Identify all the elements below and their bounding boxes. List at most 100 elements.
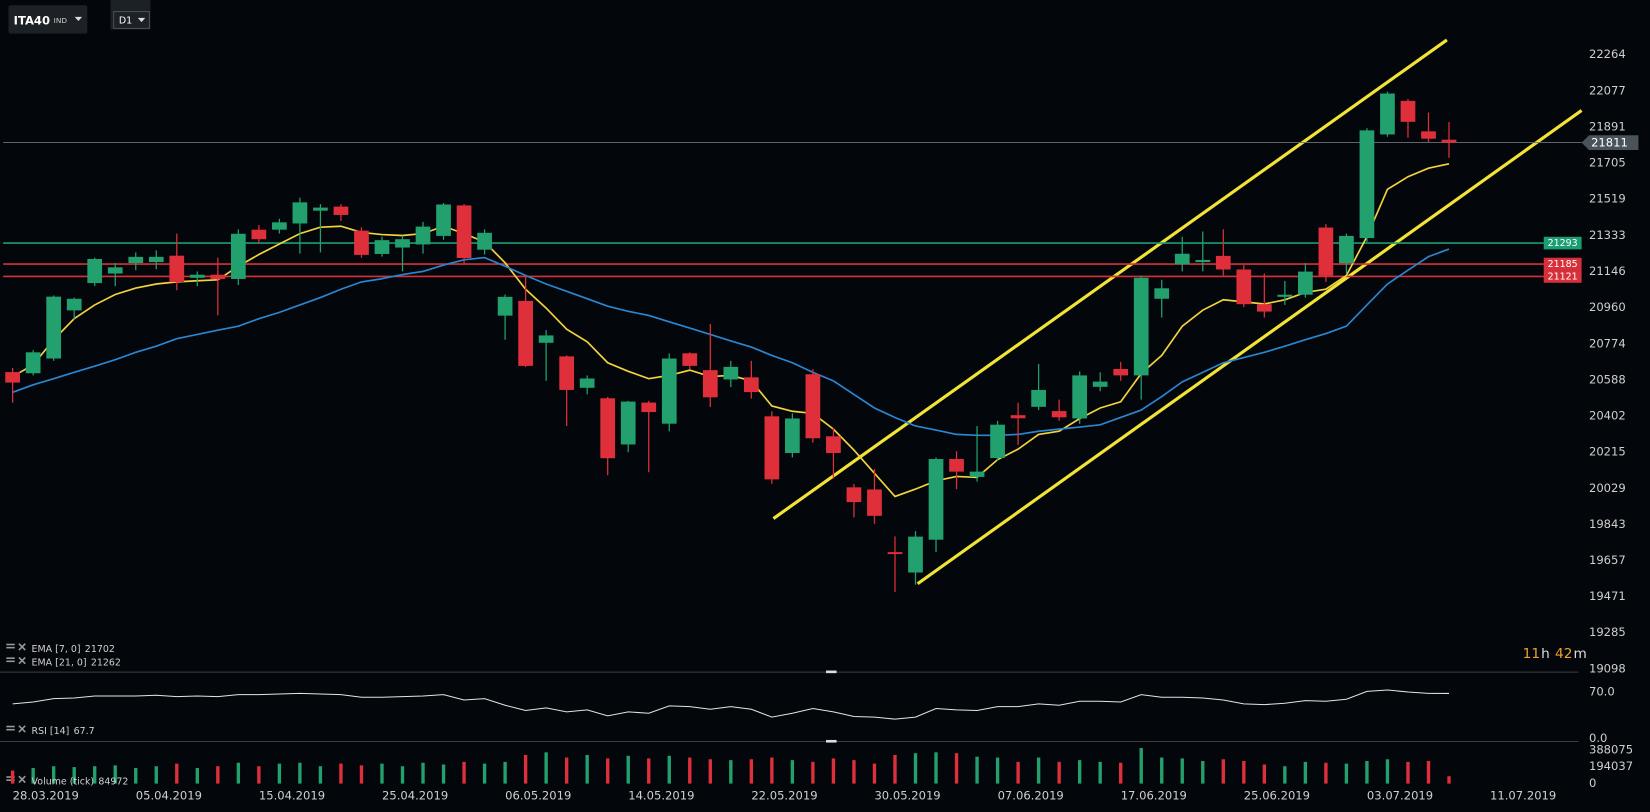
- volume-bar: [1160, 757, 1164, 784]
- candle-body: [867, 489, 882, 516]
- market: IND: [54, 16, 68, 25]
- symbol-selector[interactable]: [8, 5, 88, 34]
- volume-bar: [688, 757, 692, 784]
- y-tick-label: 20774: [1589, 336, 1626, 350]
- candle-body: [518, 300, 533, 366]
- candle-body: [1277, 294, 1293, 297]
- volume-bar: [749, 759, 754, 784]
- candle-body: [374, 240, 390, 254]
- timeframe-box[interactable]: [113, 11, 150, 29]
- candle-body: [579, 378, 595, 388]
- volume-bar: [236, 762, 241, 784]
- volume-bar: [277, 763, 282, 784]
- x-tick-label: 05.04.2019: [136, 789, 202, 803]
- level-label-box: [1543, 270, 1582, 283]
- volume-bar: [154, 766, 158, 784]
- candle-body: [641, 402, 657, 413]
- timeframe-selector[interactable]: [110, 0, 151, 30]
- countdown-minutes: 42: [1555, 646, 1572, 662]
- y-tick-label: 20029: [1589, 481, 1626, 495]
- candle-body: [292, 202, 308, 224]
- indicator-legend: EMA [21, 0] 21262: [32, 657, 121, 668]
- resize-handle[interactable]: [826, 670, 837, 674]
- candle-body: [1400, 100, 1416, 122]
- volume-bar: [1139, 747, 1143, 784]
- candle-body: [559, 356, 575, 390]
- indicator-icons[interactable]: [6, 643, 26, 651]
- y-tick-label: 19471: [1589, 589, 1626, 603]
- candle-body: [210, 274, 226, 279]
- resize-handle[interactable]: [826, 739, 837, 743]
- volume-bar: [1303, 761, 1308, 784]
- volume-bar: [975, 756, 979, 784]
- candle-body: [1339, 235, 1354, 264]
- candle-body: [189, 274, 205, 278]
- volume-bar: [872, 763, 877, 784]
- volume-bar: [1036, 757, 1041, 784]
- candle-body: [1154, 288, 1170, 299]
- indicator-icons[interactable]: [6, 725, 26, 733]
- y-tick-label: 19843: [1589, 517, 1626, 531]
- candle-body: [702, 370, 718, 398]
- y-tick-label: 19098: [1589, 661, 1626, 675]
- candle-body: [1010, 415, 1026, 419]
- x-tick-label: 07.06.2019: [998, 789, 1064, 803]
- volume-bar: [811, 761, 815, 784]
- candle-body: [1215, 255, 1231, 270]
- volume-bar: [564, 757, 569, 784]
- level-label: 21121: [1548, 271, 1578, 282]
- x-tick-label: 14.05.2019: [628, 789, 694, 803]
- candle-body: [1256, 304, 1272, 312]
- y-tick-label: 20215: [1589, 445, 1626, 459]
- symbol[interactable]: ITA40: [14, 14, 50, 28]
- dropdown-arrow[interactable]: [74, 16, 83, 22]
- candle-body: [436, 204, 451, 236]
- candle-body: [497, 296, 513, 316]
- volume-bar: [195, 767, 199, 784]
- candle-body: [456, 205, 472, 259]
- last-price-box: [1581, 135, 1639, 150]
- volume-bar: [708, 759, 712, 784]
- y-tick-label: 20960: [1589, 300, 1626, 314]
- indicator-value: 21262: [91, 657, 121, 668]
- y-tick-label: 22077: [1589, 83, 1626, 97]
- volume-bar: [93, 766, 97, 784]
- candle-body: [1072, 375, 1088, 419]
- volume-bar: [954, 753, 959, 784]
- x-tick-label: 30.05.2019: [874, 789, 940, 803]
- volume-bar: [339, 763, 343, 784]
- indicator-icons[interactable]: [6, 656, 26, 665]
- candle-body: [395, 239, 410, 248]
- dropdown-arrow[interactable]: [137, 17, 146, 23]
- trend-line: [772, 38, 1448, 520]
- y-tick-label: 22264: [1589, 47, 1626, 61]
- candle-body: [949, 459, 964, 472]
- indicator-legend: RSI [14] 67.7: [32, 726, 95, 737]
- candle-body: [1318, 227, 1334, 276]
- volume-bar: [667, 755, 671, 784]
- volume-bar: [10, 770, 15, 784]
- legend-icons: [6, 643, 26, 784]
- y-tick-label: 21519: [1589, 192, 1626, 206]
- volume-bar: [913, 753, 918, 784]
- volume-bar: [482, 763, 487, 784]
- indicator-icons[interactable]: [6, 775, 26, 784]
- candle-body: [1051, 411, 1067, 418]
- volume-bar: [1283, 766, 1287, 784]
- volume-bar: [1057, 761, 1061, 784]
- candle-body: [1236, 269, 1252, 305]
- y-tick-label: 21891: [1589, 120, 1626, 134]
- indicator-name: Volume (tick): [32, 776, 95, 787]
- volume-bar: [380, 763, 384, 784]
- timeframe[interactable]: D1: [119, 16, 132, 27]
- candle-body: [148, 256, 164, 263]
- volume-bar: [544, 752, 548, 784]
- volume-bar: [134, 767, 138, 784]
- ema-line: [12, 248, 1450, 437]
- candle-body: [682, 353, 698, 366]
- candle-body: [764, 416, 780, 480]
- x-tick-label: 25.04.2019: [382, 789, 448, 803]
- volume-bar: [852, 760, 856, 784]
